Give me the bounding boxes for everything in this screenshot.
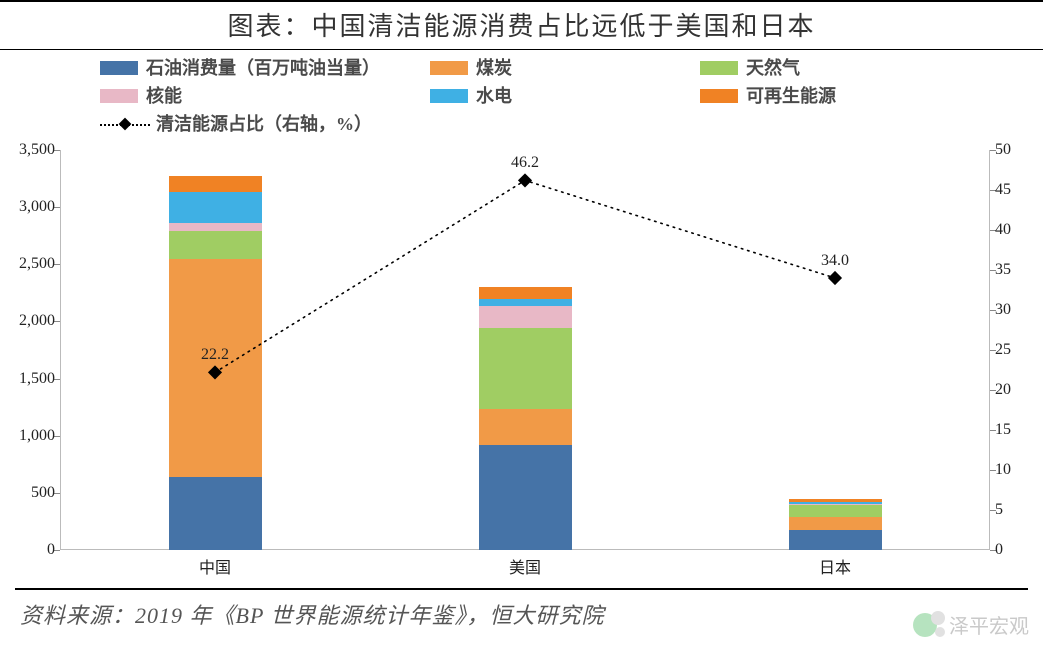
bar-seg-nuclear	[789, 504, 882, 505]
line-point-label: 34.0	[821, 252, 849, 270]
y-right-tick-label: 10	[995, 461, 1035, 479]
legend-swatch	[100, 89, 138, 103]
legend-item-oil: 石油消费量（百万吨油当量）	[100, 54, 420, 82]
y-left-tick-label: 3,000	[0, 198, 55, 216]
chart-title: 图表：中国清洁能源消费占比远低于美国和日本	[227, 12, 815, 41]
bar-seg-coal	[479, 409, 572, 445]
y-left-tick-label: 2,000	[0, 312, 55, 330]
y-left-tick-label: 0	[0, 541, 55, 559]
legend-item-gas: 天然气	[700, 54, 960, 82]
y-right-tick-label: 35	[995, 261, 1035, 279]
footer-divider	[15, 588, 1028, 590]
bar-seg-renewable	[169, 176, 262, 192]
legend-line-swatch	[100, 117, 150, 131]
y-right-tick-label: 5	[995, 501, 1035, 519]
y-axis-left-line	[60, 150, 61, 550]
bar-stack	[479, 287, 572, 550]
legend-item-renewable: 可再生能源	[700, 82, 960, 110]
bar-seg-hydro	[169, 192, 262, 223]
legend-item-clean_share: 清洁能源占比（右轴，%）	[100, 110, 372, 138]
bar-seg-coal	[789, 517, 882, 530]
y-left-tick-label: 1,000	[0, 427, 55, 445]
y-left-tick-label: 500	[0, 484, 55, 502]
legend-label: 天然气	[746, 54, 800, 82]
legend-swatch	[430, 89, 468, 103]
legend-label: 核能	[146, 82, 182, 110]
bar-seg-hydro	[789, 502, 882, 504]
y-left-tick-label: 2,500	[0, 255, 55, 273]
bar-seg-coal	[169, 259, 262, 477]
legend-swatch	[700, 61, 738, 75]
bar-seg-oil	[479, 445, 572, 550]
y-right-tick-label: 15	[995, 421, 1035, 439]
source-text: 资料来源：2019 年《BP 世界能源统计年鉴》，恒大研究院	[20, 598, 604, 630]
chart-legend: 石油消费量（百万吨油当量） 煤炭 天然气核能 水电 可再生能源清洁能源占比（右轴，%）	[100, 54, 980, 138]
bar-seg-renewable	[789, 499, 882, 502]
watermark-icon	[913, 611, 947, 639]
bar-seg-nuclear	[479, 306, 572, 328]
legend-swatch	[100, 61, 138, 75]
y-right-tick-label: 0	[995, 541, 1035, 559]
category-label: 日本	[819, 554, 851, 578]
watermark: 泽平宏观	[913, 610, 1029, 639]
bar-seg-nuclear	[169, 223, 262, 231]
y-left-tick-label: 3,500	[0, 141, 55, 159]
line-point-label: 22.2	[201, 346, 229, 364]
bar-seg-renewable	[479, 287, 572, 299]
legend-item-hydro: 水电	[430, 82, 690, 110]
category-label: 中国	[199, 554, 231, 578]
y-right-tick-label: 25	[995, 341, 1035, 359]
y-right-tick-label: 30	[995, 301, 1035, 319]
legend-swatch	[430, 61, 468, 75]
y-left-tick-label: 1,500	[0, 370, 55, 388]
y-right-tick-label: 40	[995, 221, 1035, 239]
bar-seg-oil	[789, 530, 882, 550]
legend-swatch	[700, 89, 738, 103]
bar-seg-gas	[479, 328, 572, 408]
bar-seg-gas	[789, 505, 882, 516]
bar-seg-oil	[169, 477, 262, 550]
legend-label: 可再生能源	[746, 82, 836, 110]
legend-label: 石油消费量（百万吨油当量）	[146, 54, 380, 82]
chart-plot-area: 05001,0001,5002,0002,5003,0003,500051015…	[60, 150, 990, 550]
line-point-label: 46.2	[511, 154, 539, 172]
bar-stack	[789, 499, 882, 550]
chart-title-bar: 图表：中国清洁能源消费占比远低于美国和日本	[0, 0, 1043, 50]
y-right-tick-label: 45	[995, 181, 1035, 199]
y-right-tick-label: 50	[995, 141, 1035, 159]
legend-label: 清洁能源占比（右轴，%）	[156, 110, 372, 138]
legend-label: 煤炭	[476, 54, 512, 82]
bar-seg-gas	[169, 231, 262, 259]
category-label: 美国	[509, 554, 541, 578]
legend-item-nuclear: 核能	[100, 82, 420, 110]
legend-item-coal: 煤炭	[430, 54, 690, 82]
watermark-text: 泽平宏观	[949, 610, 1029, 639]
bar-seg-hydro	[479, 299, 572, 306]
y-right-tick-label: 20	[995, 381, 1035, 399]
legend-label: 水电	[476, 82, 512, 110]
